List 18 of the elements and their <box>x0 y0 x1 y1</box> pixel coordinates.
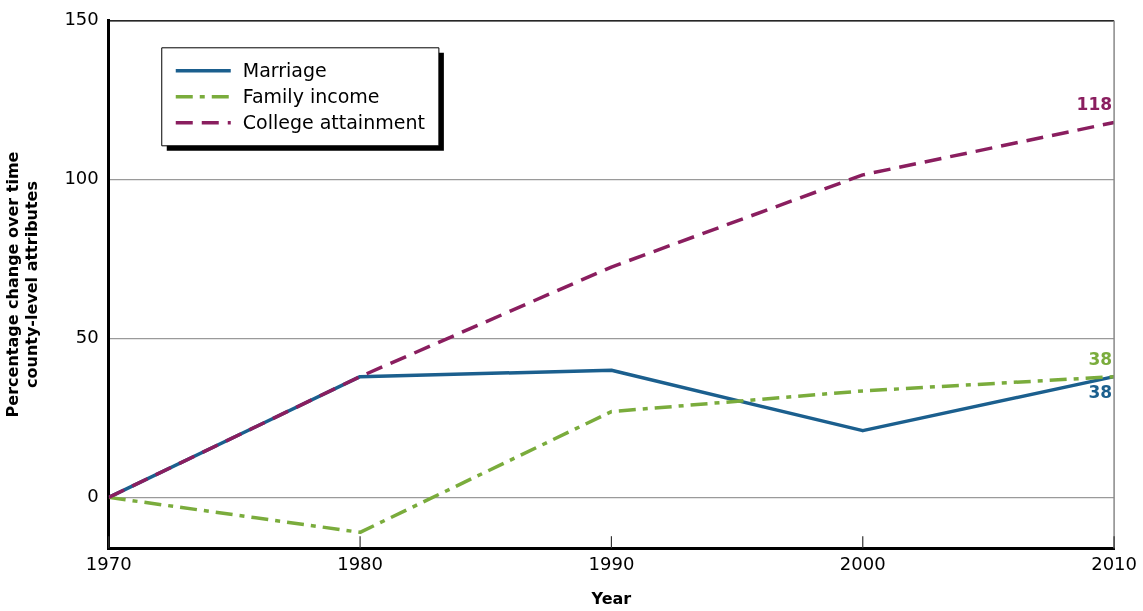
data-label: 38 <box>1088 348 1113 369</box>
x-axis-title: Year <box>590 588 632 608</box>
x-tick-label: 1980 <box>337 552 383 574</box>
legend-label: College attainment <box>242 110 425 133</box>
x-tick-label: 2000 <box>839 552 886 574</box>
y-tick-label: 0 <box>87 485 99 507</box>
data-label: 118 <box>1076 94 1113 115</box>
x-tick-label: 1990 <box>588 552 635 574</box>
line-series <box>108 374 1115 535</box>
x-tick-label: 1970 <box>85 552 132 574</box>
y-tick-label: 50 <box>75 326 99 348</box>
y-tick-label: 150 <box>64 8 99 30</box>
x-tick-label: 2010 <box>1091 552 1137 574</box>
y-tick-label: 100 <box>64 167 99 189</box>
data-label: 38 <box>1088 381 1113 402</box>
y-axis-title: Percentage change over time county-level attributes <box>2 151 41 418</box>
legend-label: Family income <box>242 84 380 107</box>
legend-label: Marriage <box>242 58 327 81</box>
